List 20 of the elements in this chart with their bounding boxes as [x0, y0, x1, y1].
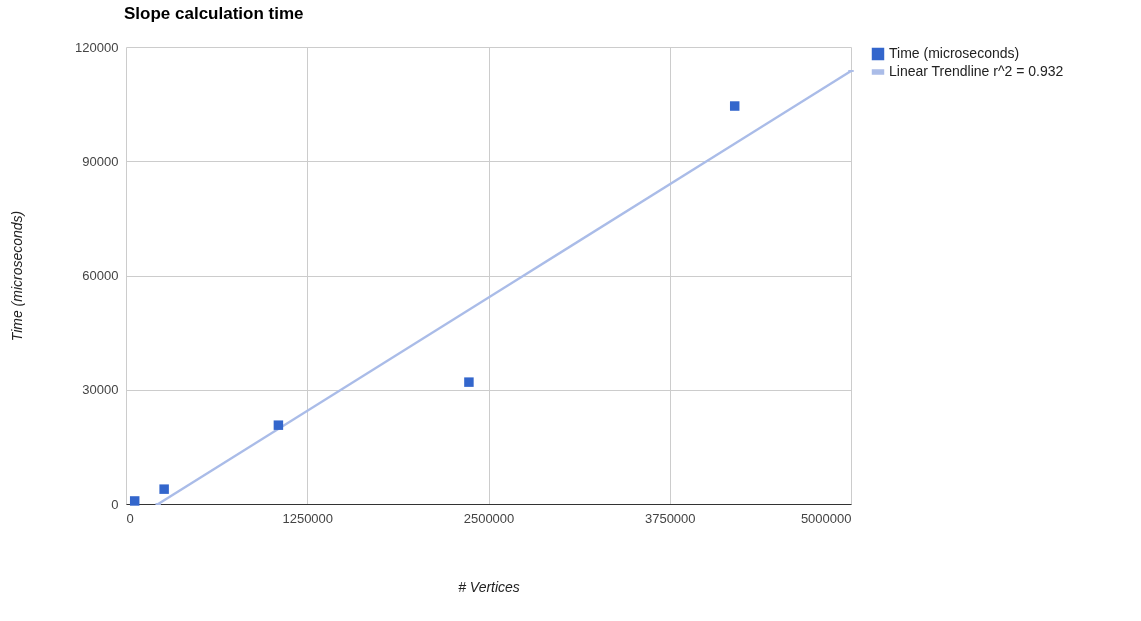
x-axis-title: # Vertices	[458, 578, 520, 595]
legend-label: Time (microseconds)	[889, 45, 1020, 61]
y-axis-title: Time (microseconds)	[9, 210, 26, 342]
legend-label: Linear Trendline r^2 = 0.932	[889, 63, 1064, 79]
y-tick-label: 90000	[82, 153, 119, 169]
point	[729, 101, 740, 111]
x-tick-label: 3750000	[644, 510, 696, 526]
x-tick-label: 1250000	[282, 510, 334, 526]
x-tick-label: 2500000	[463, 510, 515, 526]
point	[129, 496, 140, 506]
y-tick-label: 30000	[82, 382, 119, 398]
point	[464, 377, 474, 387]
point	[273, 420, 284, 430]
point	[159, 484, 169, 494]
y-tick-label: 120000	[75, 39, 119, 55]
x-tick-label: 0	[126, 510, 134, 526]
y-tick-label: 0	[111, 496, 119, 512]
x-tick-label: 5000000	[800, 510, 852, 526]
chart-title: Slope calculation time	[124, 4, 304, 23]
y-tick-label: 60000	[82, 268, 119, 283]
